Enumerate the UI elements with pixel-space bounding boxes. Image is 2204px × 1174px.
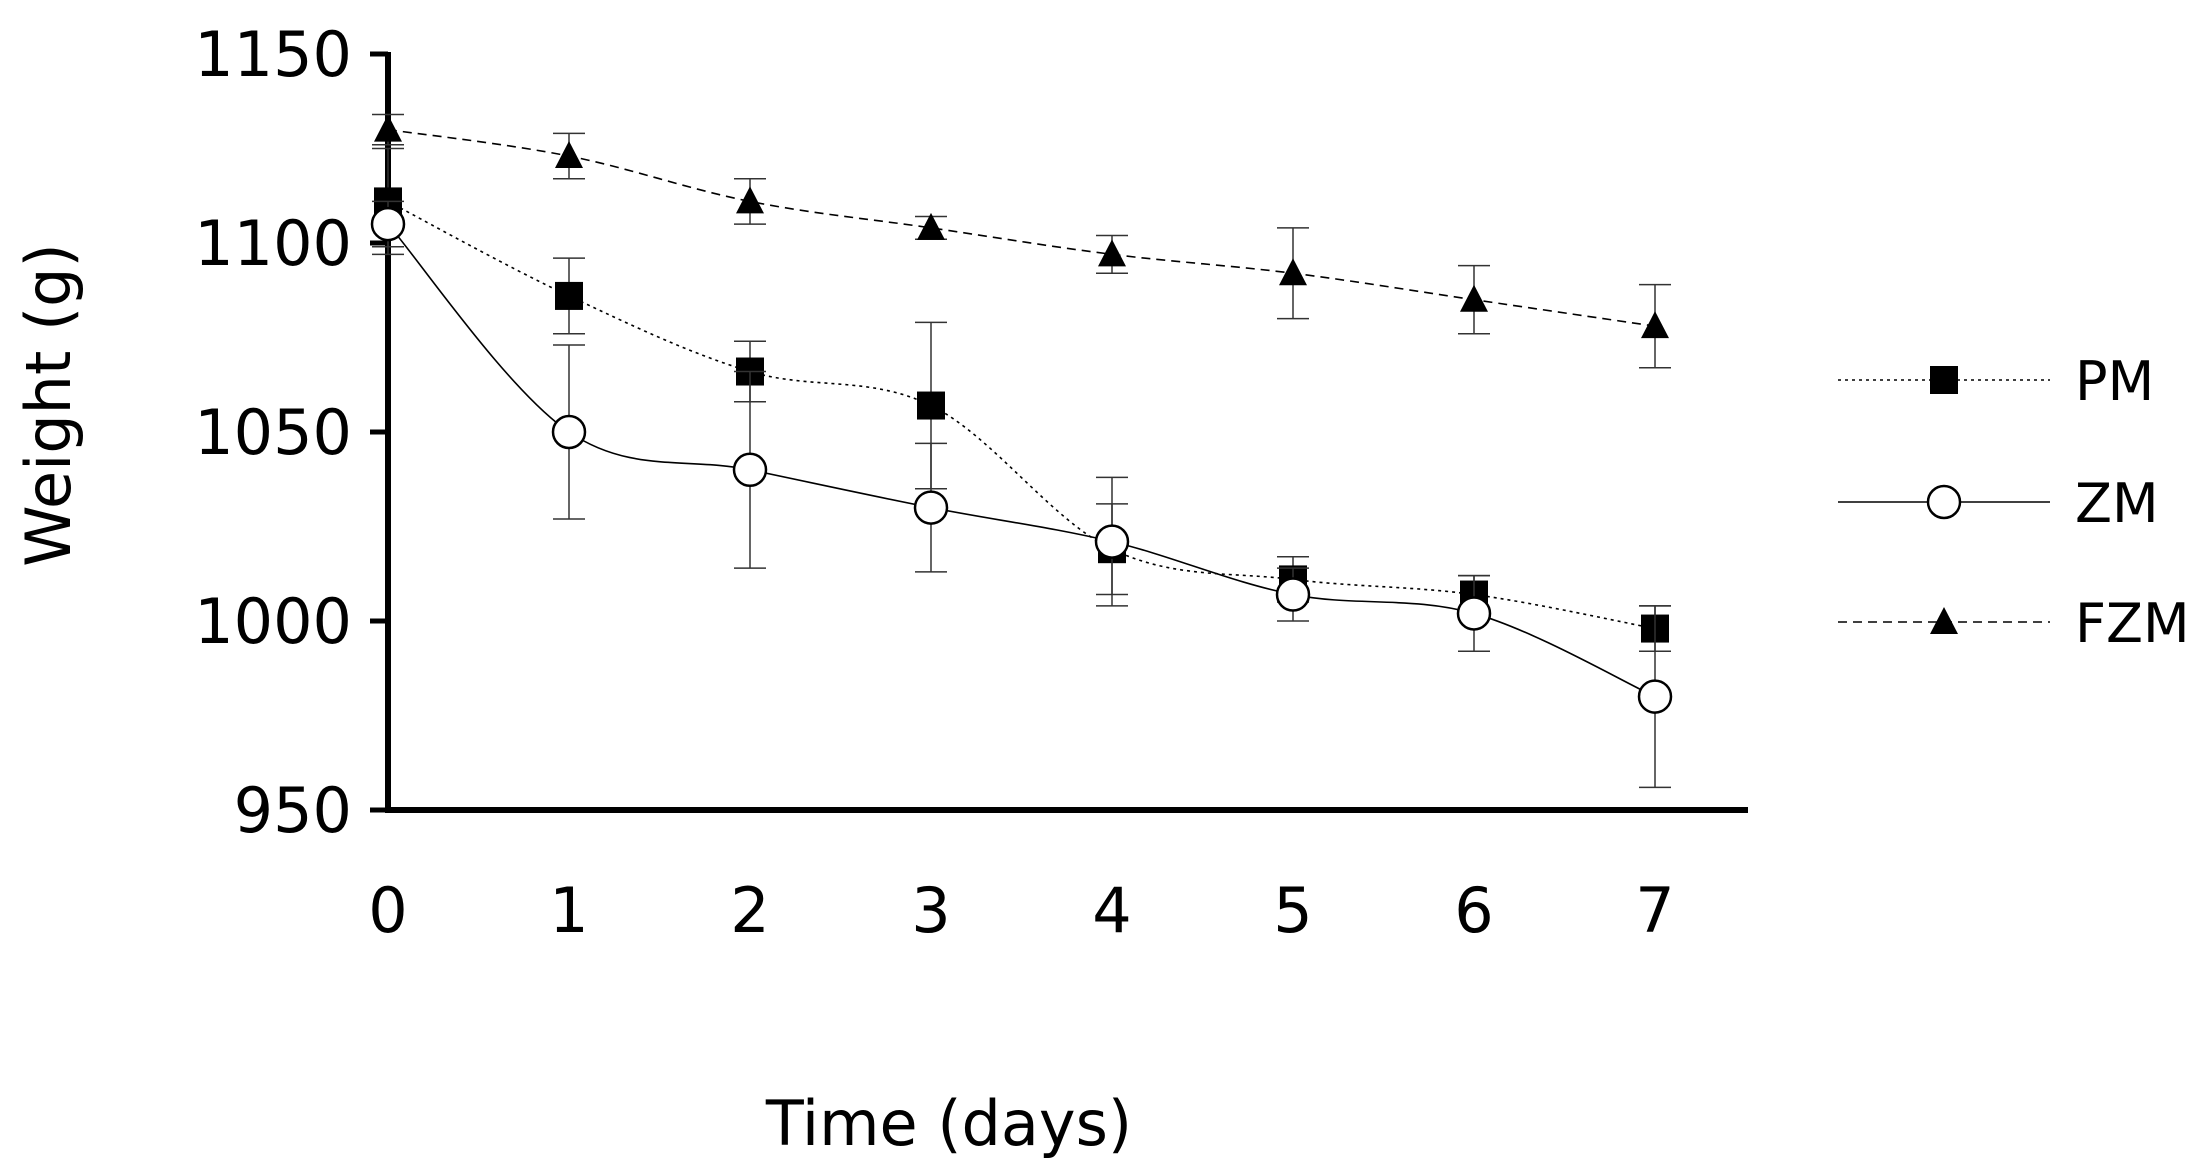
y-tick-label: 950 [234,774,352,847]
data-point-zm [551,414,587,450]
data-point-zm [1275,577,1311,612]
y-tick-label: 1000 [194,585,352,658]
data-point-fzm [1460,284,1488,312]
data-point-fzm [374,114,402,142]
data-point-fzm [1279,258,1307,286]
series-fzm [372,113,1671,369]
data-point-zm [1094,524,1130,559]
legend-label-zm: ZM [2075,472,2159,535]
legend-item-fzm: FZM [1838,592,2190,655]
legend-marker-zm [1926,484,1962,520]
series-line-pm [387,200,1656,630]
legend-item-zm: ZM [1838,472,2159,535]
x-tick-label: 4 [1092,874,1131,947]
y-tick-label: 1100 [194,207,352,280]
legend-marker-pm [1930,366,1958,394]
data-point-zm [1637,679,1673,714]
x-axis-title: Time (days) [765,1087,1132,1160]
series-group [370,113,1673,789]
legend-label-fzm: FZM [2075,592,2190,655]
x-tick-label: 7 [1635,874,1674,947]
data-point-fzm [917,212,945,240]
x-tick-label: 6 [1454,874,1493,947]
series-zm [370,200,1673,789]
data-point-pm [917,391,945,420]
tick-labels: 950 1000 1050 1100 1150 0 1 2 3 4 5 6 7 [194,18,1675,947]
y-tick-label: 1150 [194,18,352,91]
data-point-zm [913,490,949,525]
y-tick-label: 1050 [194,396,352,469]
data-point-zm [1456,596,1492,631]
legend-label-pm: PM [2075,350,2154,413]
x-tick-label: 1 [549,874,588,947]
x-tick-label: 5 [1273,874,1312,947]
data-point-fzm [736,186,764,214]
x-tick-label: 2 [730,874,769,947]
x-tick-label: 3 [911,874,950,947]
data-point-zm [370,206,406,242]
data-point-fzm [1098,239,1126,267]
x-tick-label: 0 [368,874,407,947]
y-axis-title: Weight (g) [12,243,85,566]
legend-item-pm: PM [1838,350,2154,413]
data-point-fzm [1641,311,1669,339]
data-point-zm [732,452,768,488]
data-point-pm [555,281,583,310]
data-point-fzm [555,141,583,169]
legend: PM ZM FZM [1838,350,2190,655]
legend-marker-fzm [1930,607,1958,634]
